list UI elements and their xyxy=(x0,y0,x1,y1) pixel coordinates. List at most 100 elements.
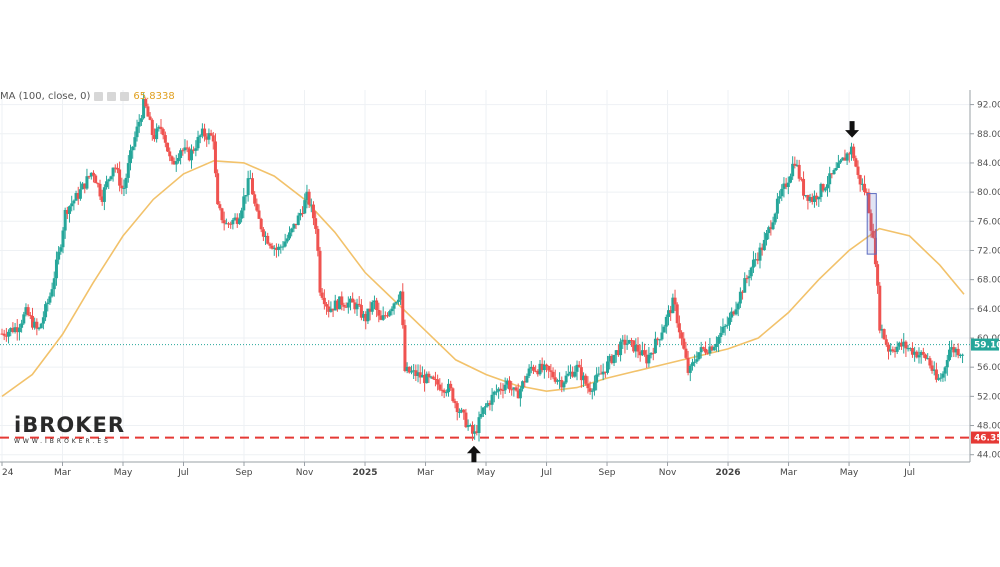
price-tag-label: 46.35 xyxy=(974,434,1000,444)
candle-body xyxy=(573,371,577,377)
candle-body xyxy=(155,128,159,140)
candle-body xyxy=(640,350,644,356)
candle-body xyxy=(518,388,522,399)
candle-body xyxy=(645,354,649,364)
candle-body xyxy=(758,247,762,261)
candle-body xyxy=(780,188,784,197)
candle-body xyxy=(490,394,494,405)
candle-body xyxy=(102,187,106,202)
candle-body xyxy=(747,276,751,279)
candle-body xyxy=(560,380,564,388)
candle-body xyxy=(852,146,856,159)
candle-body xyxy=(924,354,928,359)
candle-body xyxy=(915,351,919,358)
candle-body xyxy=(632,340,636,352)
candle-body xyxy=(146,106,150,117)
candle-body xyxy=(582,375,586,381)
highlight-rectangle xyxy=(866,193,877,255)
candle-body xyxy=(362,313,366,318)
candle-body xyxy=(250,178,254,195)
candle-body xyxy=(266,235,270,244)
candle-body xyxy=(514,387,518,391)
candle-body xyxy=(934,369,938,380)
candle-body xyxy=(296,215,300,226)
candle-body xyxy=(832,170,836,175)
close-icon[interactable] xyxy=(120,92,130,101)
y-tick-label: 52.00 xyxy=(977,392,1000,402)
candle-body xyxy=(237,218,241,224)
candle-body xyxy=(246,178,250,196)
candle-body xyxy=(769,227,773,230)
candle-body xyxy=(751,259,755,268)
candle-body xyxy=(52,278,56,290)
candle-body xyxy=(372,300,376,303)
candle-body xyxy=(584,375,588,384)
candle-body xyxy=(571,371,575,377)
candle-body xyxy=(74,193,78,201)
candle-body xyxy=(863,183,867,193)
candle-body xyxy=(327,306,331,312)
candle-body xyxy=(521,381,525,389)
candle-body xyxy=(660,332,664,340)
candle-body xyxy=(719,332,723,337)
candle-body xyxy=(599,373,603,375)
candle-body xyxy=(418,372,422,378)
candle-body xyxy=(906,348,910,350)
candle-body xyxy=(100,196,104,202)
candle-body xyxy=(63,209,67,231)
candle-body xyxy=(172,160,176,165)
candle-body xyxy=(166,142,170,152)
candle-body xyxy=(484,406,488,408)
candle-body xyxy=(22,314,26,324)
candle-body xyxy=(555,380,559,382)
candle-body xyxy=(0,333,4,335)
candle-body xyxy=(274,247,278,250)
ibroker-logo: iBROKER WWW.IBROKER.ES xyxy=(14,414,125,445)
candle-body xyxy=(198,135,202,137)
candle-body xyxy=(481,407,485,414)
candle-body xyxy=(244,195,248,197)
candle-body xyxy=(736,303,740,310)
price-tag-bg xyxy=(971,431,999,444)
candle-body xyxy=(730,311,734,318)
candle-body xyxy=(144,98,148,107)
candle-body xyxy=(122,187,126,189)
candle-body xyxy=(414,370,418,376)
candle-body xyxy=(231,219,235,225)
candle-body xyxy=(159,126,163,130)
candle-body xyxy=(89,172,93,177)
candle-body xyxy=(608,355,612,362)
candle-body xyxy=(211,135,215,142)
candle-body xyxy=(494,391,498,393)
y-tick-label: 72.00 xyxy=(977,246,1000,256)
candle-body xyxy=(878,285,882,331)
candle-body xyxy=(139,118,143,122)
candle-body xyxy=(466,425,470,428)
candle-body xyxy=(7,331,11,337)
x-tick-label: Mar xyxy=(54,468,71,478)
candle-body xyxy=(928,358,932,366)
candle-body xyxy=(830,173,834,175)
candle-body xyxy=(41,317,45,324)
candle-body xyxy=(35,321,39,329)
candle-body xyxy=(348,298,352,303)
eye-icon[interactable] xyxy=(94,92,104,101)
candle-body xyxy=(207,133,211,140)
candle-body xyxy=(732,311,736,315)
candle-body xyxy=(595,374,599,383)
candle-body xyxy=(311,204,315,219)
candle-body xyxy=(37,328,41,330)
candle-body xyxy=(858,174,862,185)
candle-body xyxy=(416,372,420,376)
candle-body xyxy=(213,141,217,174)
candle-body xyxy=(627,340,631,344)
y-tick-label: 44.00 xyxy=(977,451,1000,461)
candle-body xyxy=(503,384,507,391)
candle-body xyxy=(799,178,803,180)
candle-body xyxy=(187,148,191,161)
candle-body xyxy=(301,213,305,215)
settings-icon[interactable] xyxy=(107,92,117,101)
candle-body xyxy=(120,185,124,189)
price-tag-bg xyxy=(971,338,999,351)
